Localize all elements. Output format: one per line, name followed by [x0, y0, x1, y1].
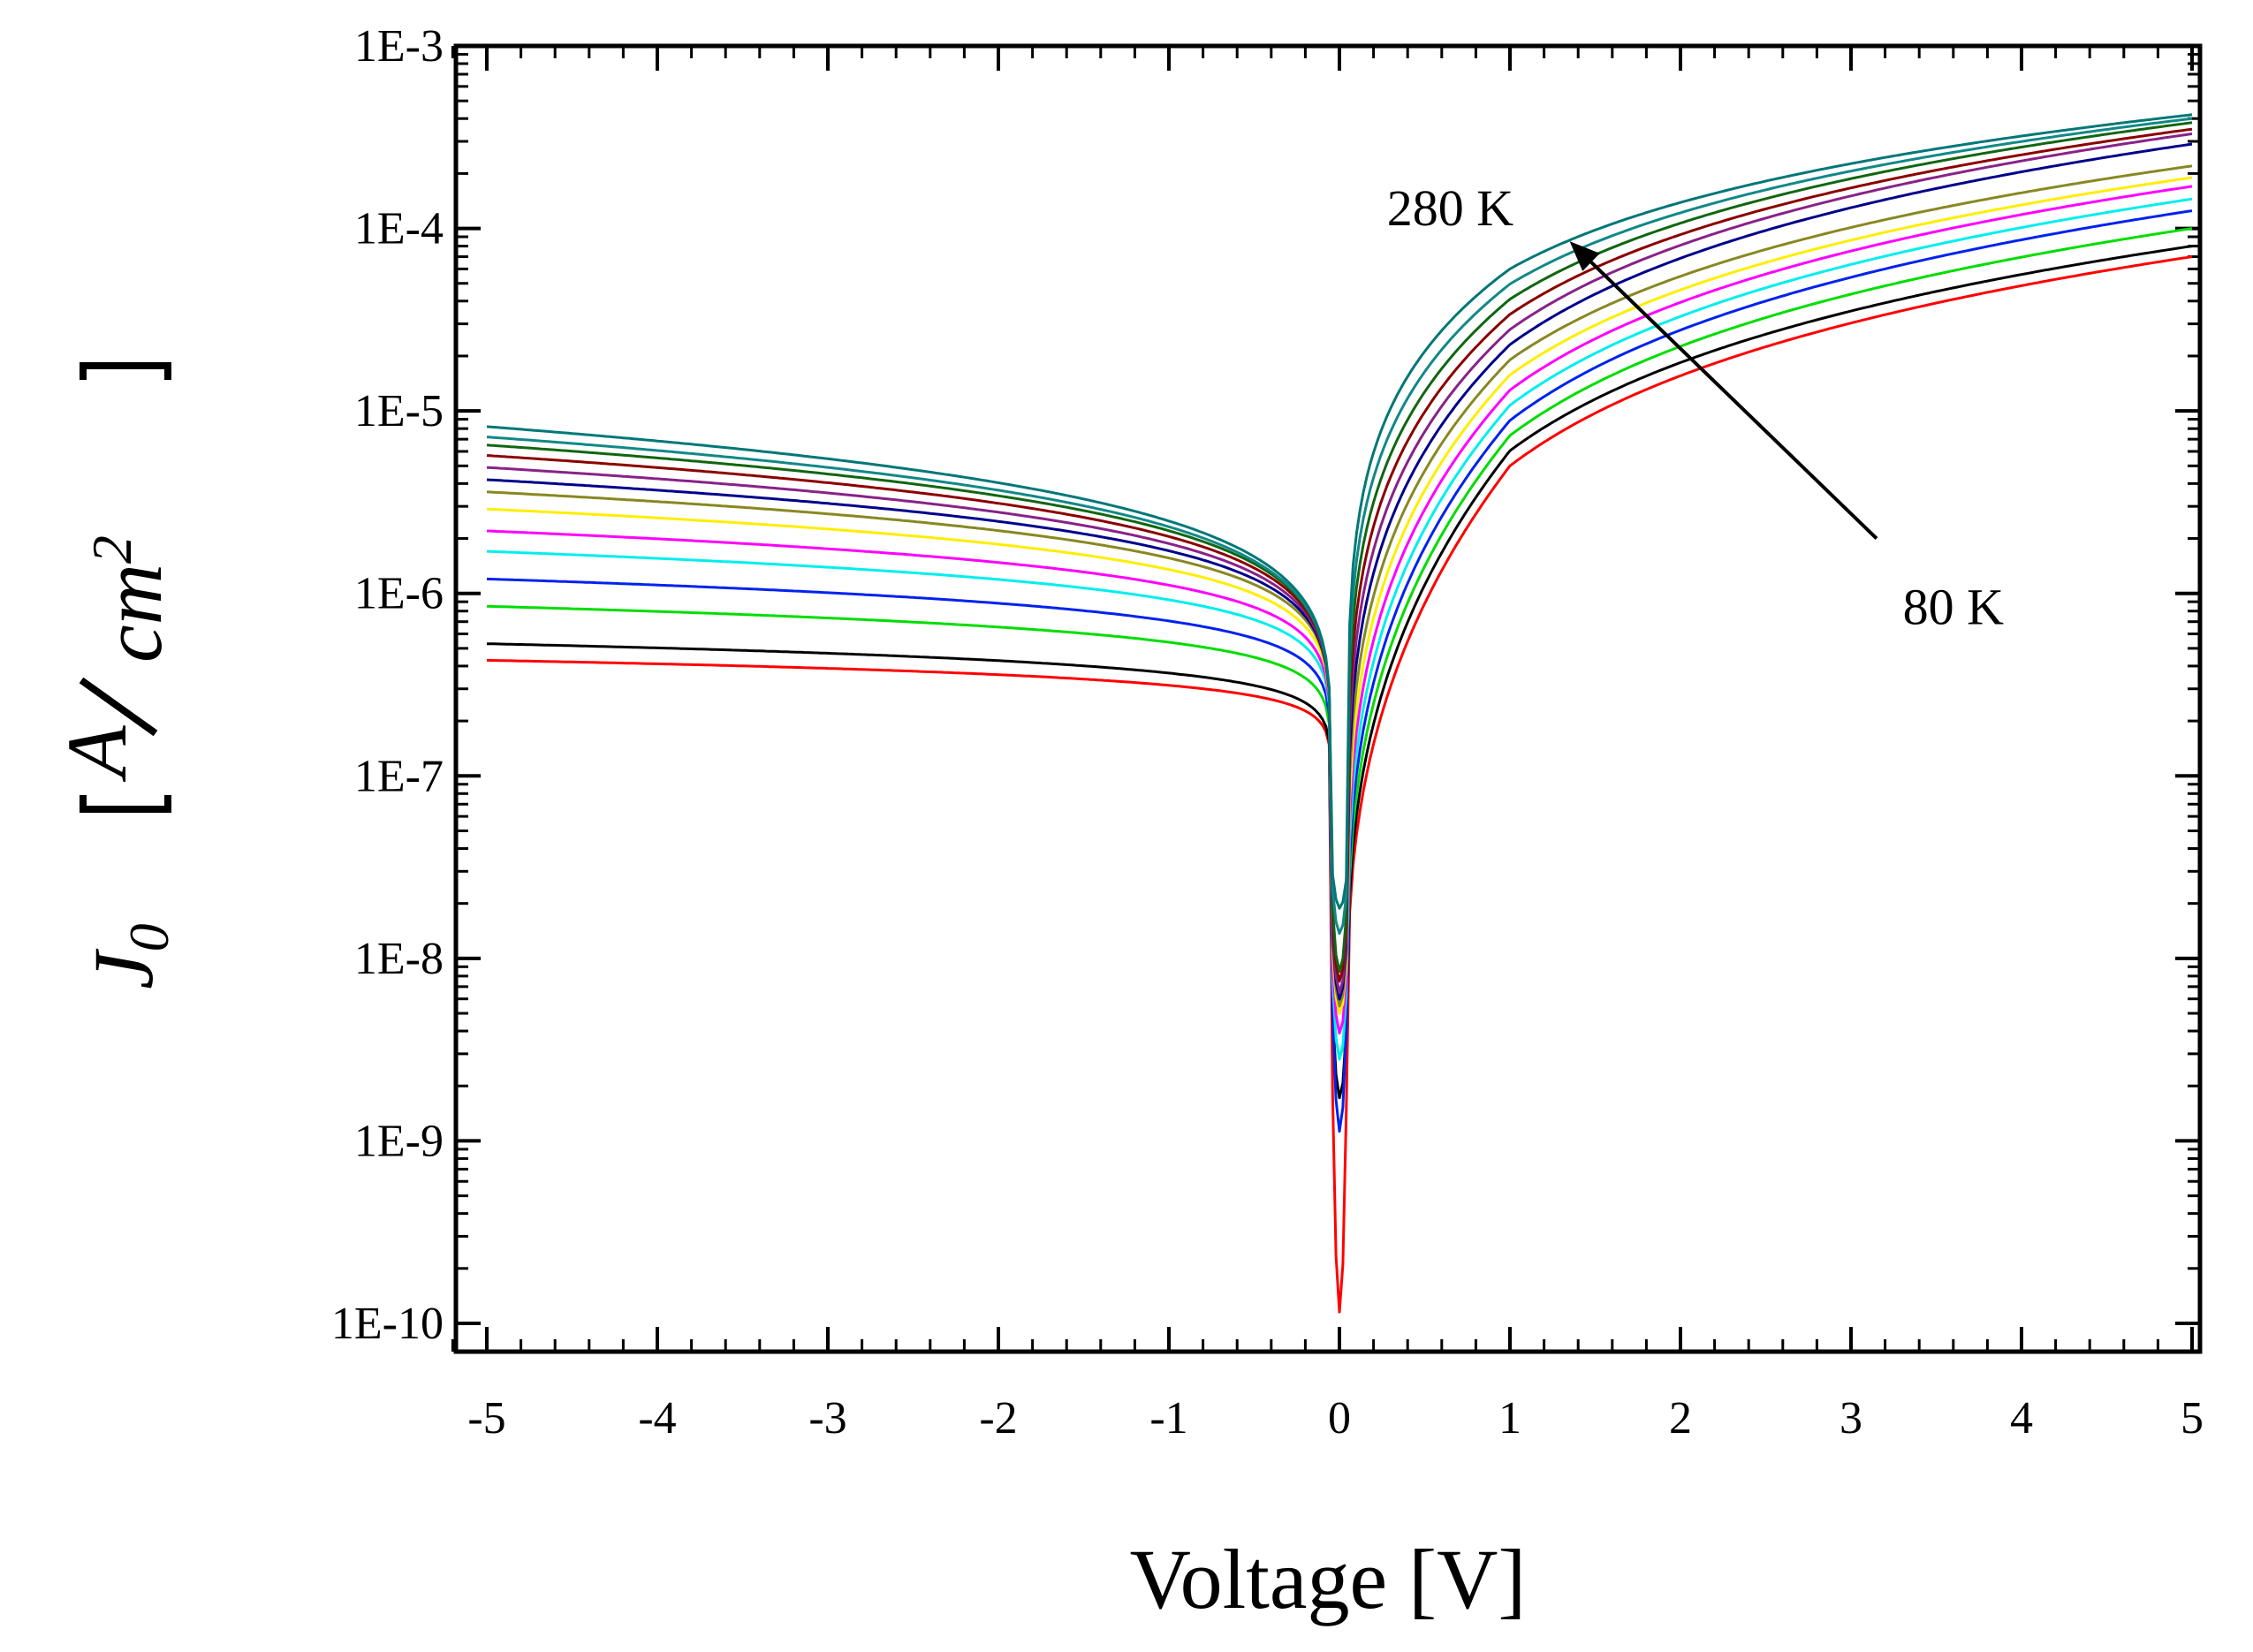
x-tick-label: 2	[1669, 1393, 1692, 1444]
y-axis-unit-slash	[79, 677, 158, 737]
y-axis-symbol: J	[76, 948, 171, 989]
series-line-250k	[486, 127, 2193, 983]
x-tick-labels: -5 -4 -3 -2 -1 0 1 2 3 4 5	[467, 1393, 2204, 1444]
plot-area-frame	[453, 43, 2203, 1354]
y-tick-label: 1E-5	[354, 386, 444, 436]
y-tick-label: 1E-7	[354, 751, 444, 801]
x-tick-label: 3	[1840, 1393, 1862, 1444]
y-axis-subscript: 0	[118, 923, 180, 951]
y-axis-unit-numerator: A	[49, 725, 144, 783]
series-line-160k	[486, 197, 2193, 1061]
svg-text:J0: J0	[76, 923, 180, 989]
y-tick-label: 1E-10	[331, 1299, 444, 1349]
series-line-230k	[486, 142, 2193, 1001]
x-axis-label: Voltage [V]	[1130, 1532, 1527, 1626]
x-tick-label: 1	[1498, 1393, 1521, 1444]
x-tick-label: -1	[1149, 1393, 1187, 1444]
y-axis-unit-exponent: 2	[80, 535, 143, 564]
x-tick-label: 5	[2181, 1393, 2204, 1444]
annotation-280k: 280 K	[1387, 179, 1514, 237]
y-tick-label: 1E-3	[354, 21, 444, 72]
series-line-270k	[486, 117, 2193, 936]
y-axis-unit-bracket	[80, 362, 171, 813]
x-tick-label: 4	[2010, 1393, 2033, 1444]
x-tick-label: 0	[1328, 1393, 1351, 1444]
y-tick-label: 1E-8	[354, 934, 444, 984]
x-tick-label: -5	[467, 1393, 505, 1444]
y-tick-label: 1E-6	[354, 569, 444, 619]
annotation-80k: 80 K	[1903, 578, 2005, 635]
series-line-200k	[486, 176, 2193, 1016]
x-tick-label: -3	[808, 1393, 846, 1444]
y-tick-label: 1E-4	[354, 204, 444, 254]
svg-text:cm2: cm2	[80, 535, 179, 663]
series-line-100k	[486, 245, 2193, 1100]
series-line-180k	[486, 185, 2193, 1035]
y-tick-label: 1E-9	[354, 1116, 444, 1166]
y-axis-label: J0 A cm2	[49, 362, 180, 989]
series-line-220k	[486, 164, 2193, 1008]
series-lines	[486, 113, 2193, 1314]
series-line-140k	[486, 209, 2193, 1133]
y-tick-labels: 1E-10 1E-9 1E-8 1E-7 1E-6 1E-5 1E-4 1E-3	[331, 21, 444, 1349]
temperature-arrow	[1569, 241, 1878, 540]
x-tick-label: -4	[638, 1393, 676, 1444]
x-tick-label: -2	[979, 1393, 1017, 1444]
y-axis-unit-denominator: cm	[85, 564, 179, 663]
series-line-260k	[486, 121, 2193, 974]
series-line-280k	[486, 113, 2193, 910]
series-line-240k	[486, 133, 2193, 995]
series-line-80k	[486, 255, 2193, 1314]
